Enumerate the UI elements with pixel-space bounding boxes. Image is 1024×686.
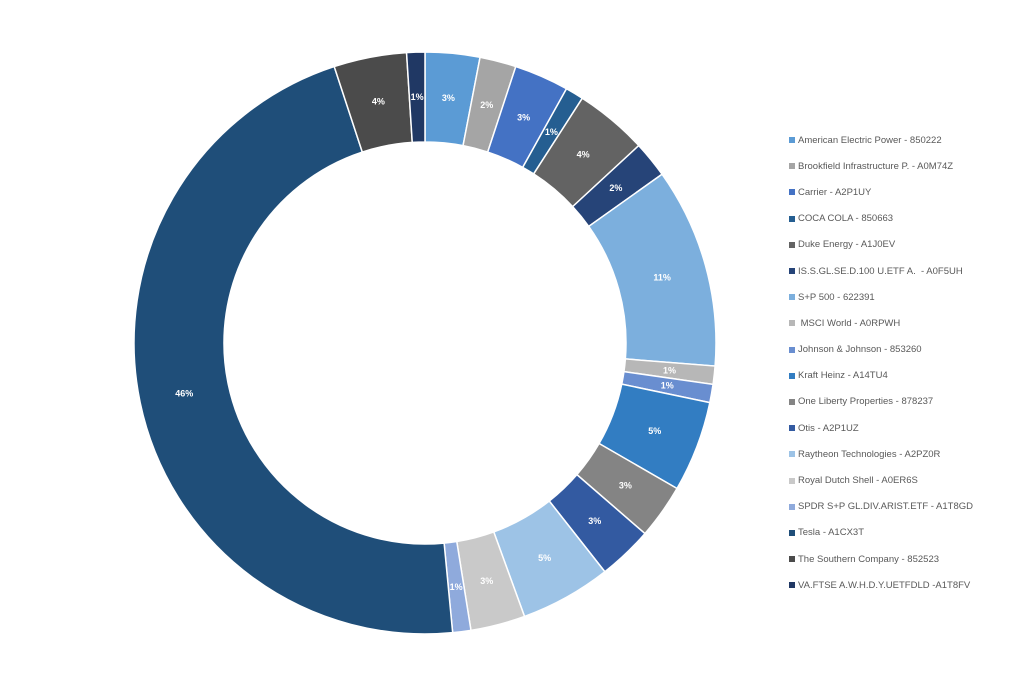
legend-item: Kraft Heinz - A14TU4	[789, 363, 973, 389]
legend-label: IS.S.GL.SE.D.100 U.ETF A. - A0F5UH	[798, 265, 963, 277]
data-label: 46%	[175, 388, 193, 398]
donut-slice	[133, 65, 454, 635]
donut-slice	[405, 51, 426, 144]
legend-label: Brookfield Infrastructure P. - A0M74Z	[798, 160, 954, 172]
legend-swatch	[789, 529, 795, 536]
legend-swatch	[789, 320, 795, 327]
legend-swatch	[789, 477, 795, 484]
data-label: 4%	[577, 150, 590, 160]
legend-swatch	[789, 137, 795, 144]
legend-label: Duke Energy - A1J0EV	[798, 239, 896, 251]
data-label: 4%	[372, 96, 385, 106]
data-label: 2%	[609, 183, 622, 193]
data-label: 3%	[517, 113, 530, 123]
legend-swatch	[789, 582, 795, 589]
data-label: 5%	[648, 426, 661, 436]
legend-label: Kraft Heinz - A14TU4	[798, 370, 888, 382]
legend-label: Johnson & Johnson - 853260	[798, 344, 922, 356]
legend-label: Carrier - A2P1UY	[798, 186, 872, 198]
legend-swatch	[789, 241, 795, 248]
legend-label: The Southern Company - 852523	[798, 553, 940, 565]
legend-label: MSCI World - A0RPWH	[798, 317, 901, 329]
legend-item: Raytheon Technologies - A2PZ0R	[789, 441, 973, 467]
legend-item: IS.S.GL.SE.D.100 U.ETF A. - A0F5UH	[789, 258, 973, 284]
legend-item: VA.FTSE A.W.H.D.Y.UETFDLD -A1T8FV	[789, 572, 973, 598]
legend-item: The Southern Company - 852523	[789, 546, 973, 572]
legend-swatch	[789, 189, 795, 196]
legend-swatch	[789, 294, 795, 301]
data-label: 1%	[450, 582, 463, 592]
data-label: 1%	[661, 381, 674, 391]
legend-label: SPDR S+P GL.DIV.ARIST.ETF - A1T8GD	[798, 501, 974, 513]
legend-item: Johnson & Johnson - 853260	[789, 337, 973, 363]
data-label: 1%	[663, 365, 676, 375]
legend-swatch	[789, 268, 795, 275]
legend-item: COCA COLA - 850663	[789, 206, 973, 232]
data-label: 3%	[442, 93, 455, 103]
legend-item: One Liberty Properties - 878237	[789, 389, 973, 415]
legend-swatch	[789, 425, 795, 432]
legend-label: One Liberty Properties - 878237	[798, 396, 934, 408]
legend-item: Tesla - A1CX3T	[789, 520, 973, 546]
legend-item: American Electric Power - 850222	[789, 127, 973, 153]
legend-label: American Electric Power - 850222	[798, 134, 942, 146]
legend-swatch	[789, 451, 795, 458]
legend-item: Duke Energy - A1J0EV	[789, 232, 973, 258]
legend-label: Royal Dutch Shell - A0ER6S	[798, 475, 918, 487]
legend-item: Carrier - A2P1UY	[789, 179, 973, 205]
data-label: 3%	[588, 516, 601, 526]
data-label: 3%	[480, 576, 493, 586]
legend-swatch	[789, 398, 795, 405]
legend-item: Otis - A2P1UZ	[789, 415, 973, 441]
legend-swatch	[789, 556, 795, 563]
legend-swatch	[789, 163, 795, 170]
legend-swatch	[789, 215, 795, 222]
legend-item: Royal Dutch Shell - A0ER6S	[789, 467, 973, 493]
legend-swatch	[789, 372, 795, 379]
data-label: 1%	[411, 92, 424, 102]
legend-item: MSCI World - A0RPWH	[789, 310, 973, 336]
legend: American Electric Power - 850222 Brookfie…	[789, 127, 973, 598]
legend-swatch	[789, 503, 795, 510]
data-label: 1%	[545, 127, 558, 137]
legend-item: SPDR S+P GL.DIV.ARIST.ETF - A1T8GD	[789, 494, 973, 520]
data-label: 2%	[480, 100, 493, 110]
data-label: 5%	[538, 553, 551, 563]
legend-swatch	[789, 346, 795, 353]
legend-label: Tesla - A1CX3T	[798, 527, 864, 539]
legend-label: S+P 500 - 622391	[798, 291, 875, 303]
legend-label: Raytheon Technologies - A2PZ0R	[798, 448, 941, 460]
legend-label: Otis - A2P1UZ	[798, 422, 859, 434]
legend-item: Brookfield Infrastructure P. - A0M74Z	[789, 153, 973, 179]
data-label: 3%	[619, 481, 632, 491]
data-label: 11%	[653, 272, 671, 282]
legend-item: S+P 500 - 622391	[789, 284, 973, 310]
legend-label: VA.FTSE A.W.H.D.Y.UETFDLD -A1T8FV	[798, 579, 971, 591]
legend-label: COCA COLA - 850663	[798, 213, 894, 225]
